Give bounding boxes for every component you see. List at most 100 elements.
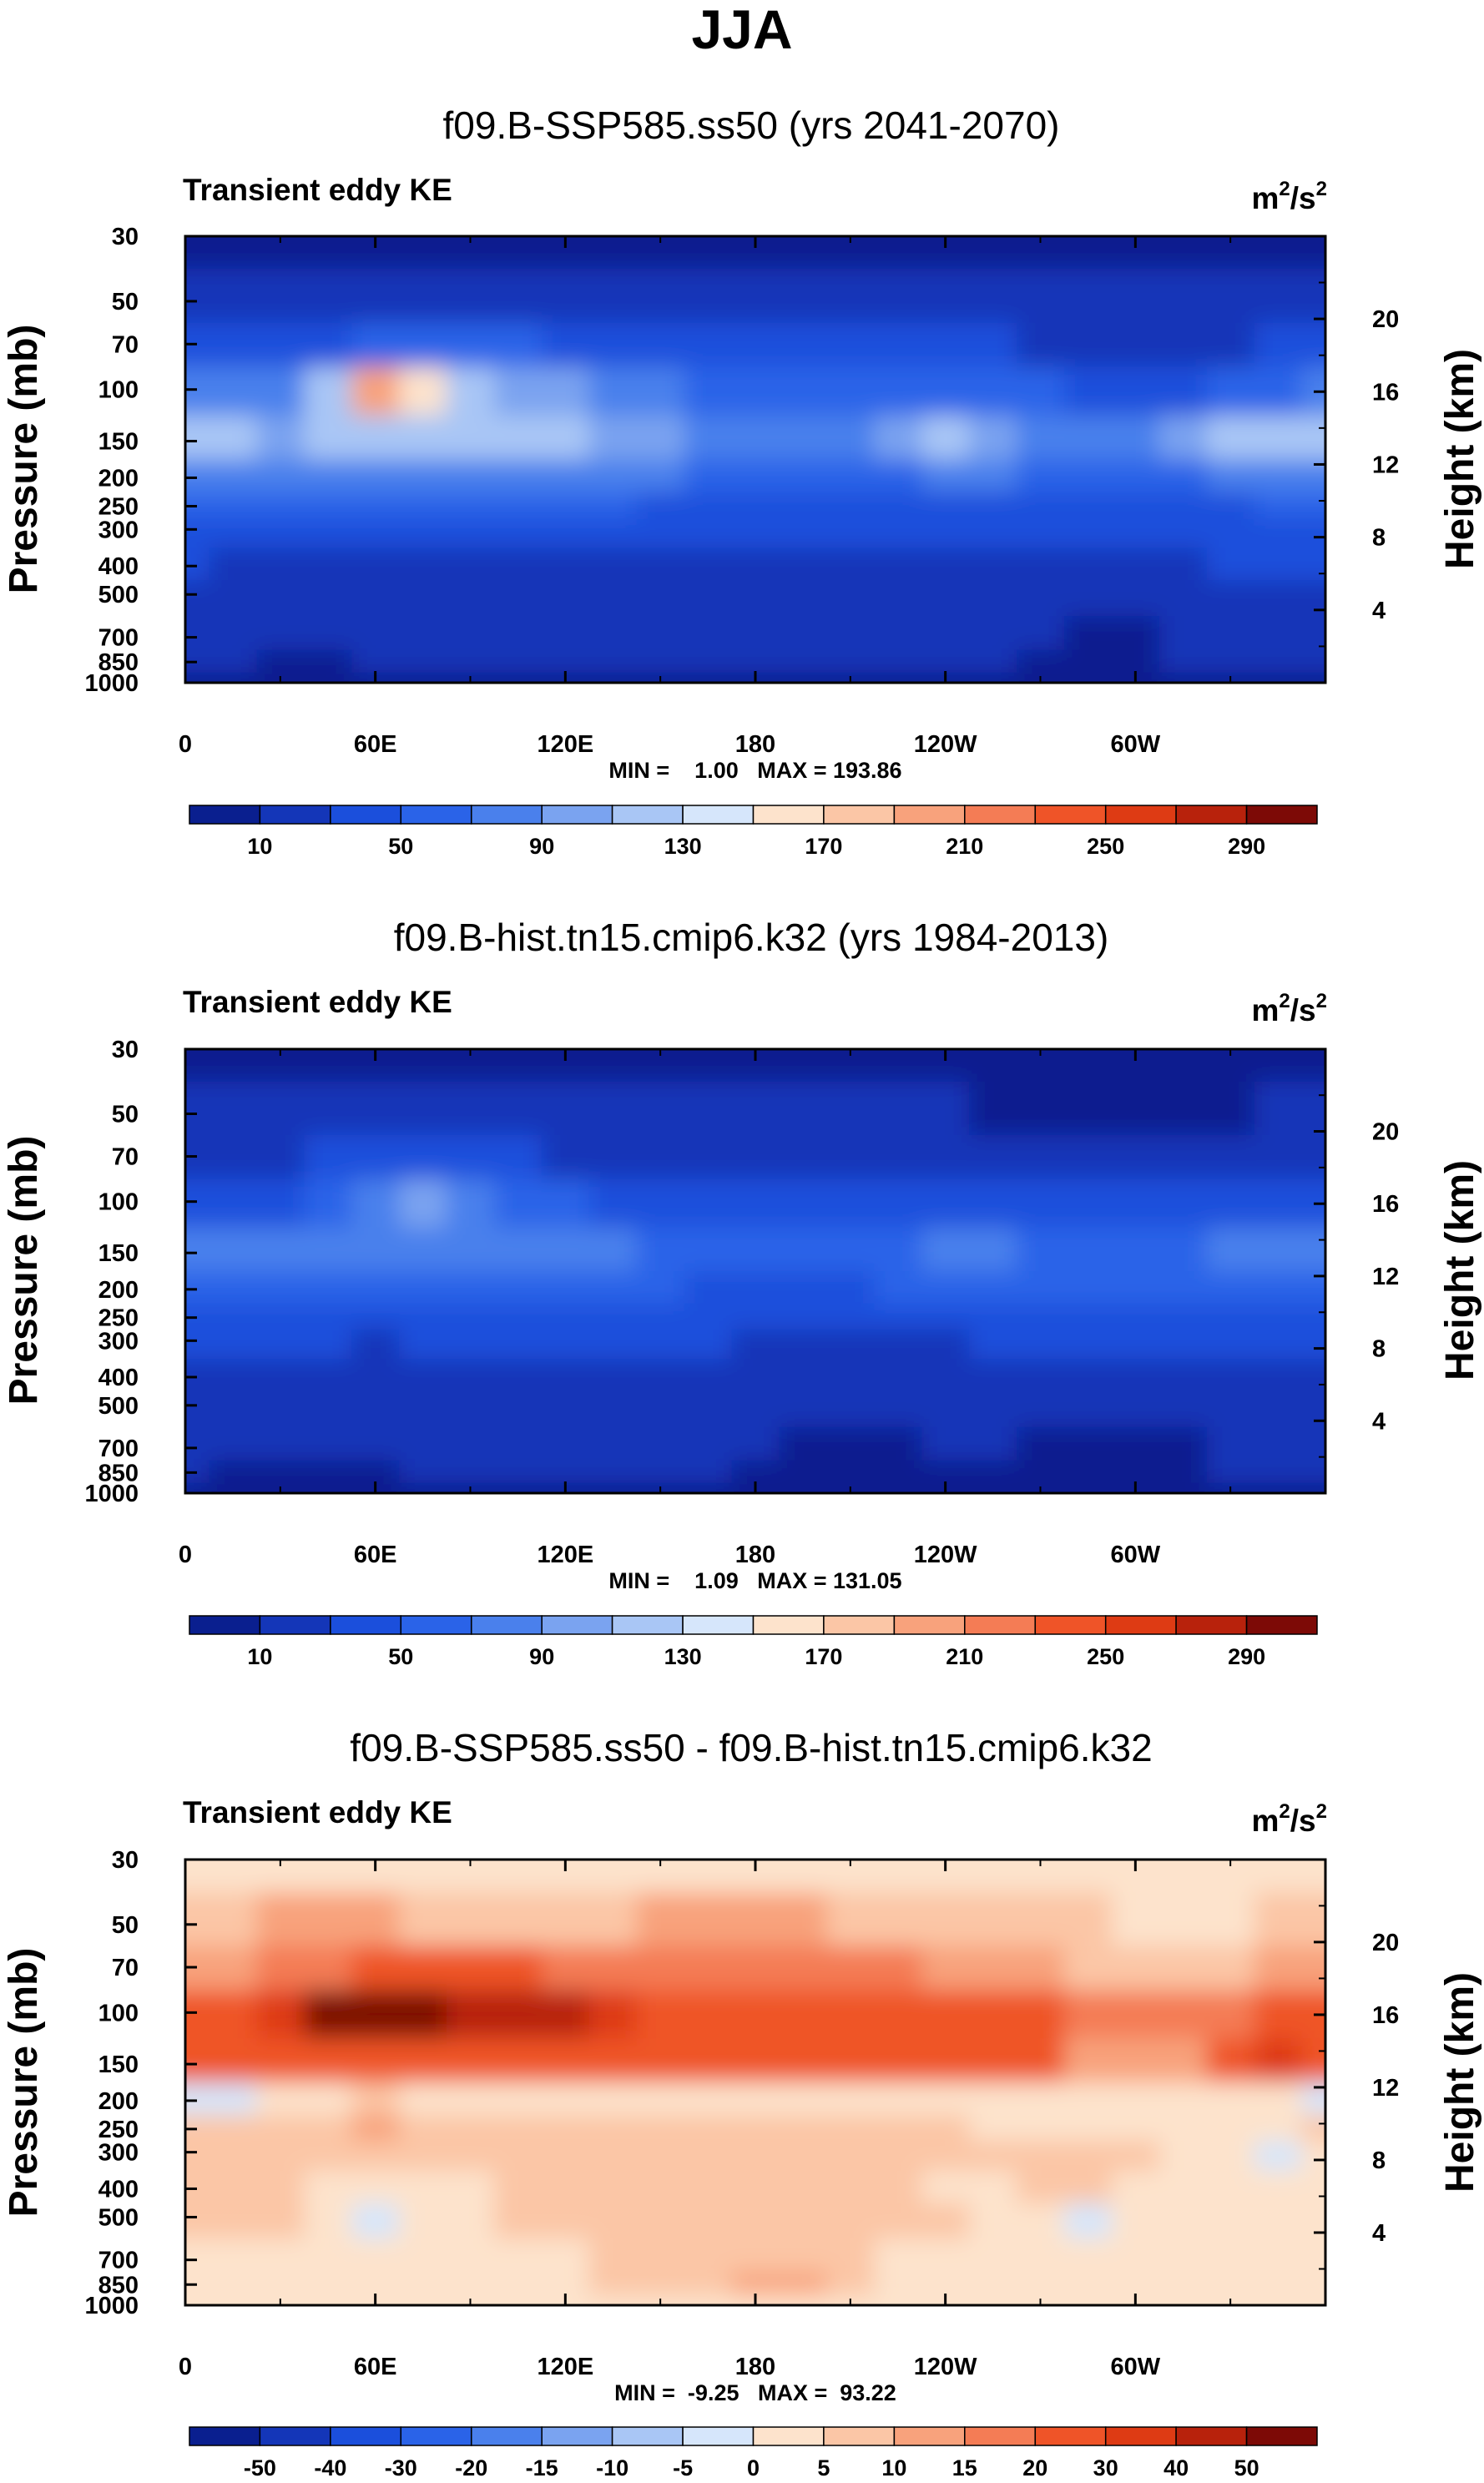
- colorbar-box: [330, 2426, 402, 2446]
- data-cell: [731, 615, 780, 650]
- colorbar-label: 130: [664, 1644, 702, 1669]
- y-tick-label: 50: [112, 289, 139, 315]
- data-cell: [1254, 2272, 1303, 2296]
- data-cell: [1254, 2082, 1303, 2116]
- colorbar-label: 250: [1087, 834, 1124, 859]
- data-cell: [447, 548, 495, 581]
- data-cell: [684, 1990, 733, 2039]
- panel-hist: f09.B-hist.tn15.cmip6.k32 (yrs 1984-2013…: [2, 916, 1482, 1669]
- data-cell: [447, 580, 495, 617]
- contour-field: [185, 1860, 1325, 2305]
- data-cell: [921, 2170, 970, 2204]
- data-cell: [541, 548, 590, 581]
- data-cell: [447, 459, 495, 493]
- data-cell: [1158, 1359, 1208, 1392]
- data-cell: [1254, 580, 1303, 617]
- data-cell: [304, 1049, 352, 1083]
- data-cell: [1111, 2082, 1160, 2116]
- data-cell: [1206, 2238, 1255, 2274]
- colorbar-label: -40: [314, 2455, 346, 2480]
- data-cell: [874, 2038, 922, 2083]
- data-cell: [185, 1891, 210, 1946]
- colorbar-box: [400, 805, 472, 825]
- colorbar-box: [1034, 1615, 1107, 1635]
- data-cell: [494, 2038, 543, 2083]
- data-cell: [921, 1891, 970, 1946]
- data-cell: [256, 459, 305, 493]
- data-cell: [588, 1359, 638, 1392]
- data-cell: [541, 459, 590, 493]
- data-cell: [1111, 2272, 1160, 2296]
- data-cell: [684, 2272, 733, 2296]
- data-cell: [209, 415, 257, 461]
- data-cell: [447, 1271, 495, 1305]
- data-cell: [541, 1460, 590, 1484]
- data-cell: [351, 2114, 400, 2142]
- data-cell: [1301, 2238, 1325, 2274]
- data-cell: [351, 548, 400, 581]
- colorbar-box: [541, 1615, 613, 1635]
- data-cell: [731, 2238, 780, 2274]
- data-cell: [494, 1946, 543, 1991]
- data-cell: [1111, 1359, 1160, 1392]
- colorbar-box: [893, 805, 966, 825]
- data-cell: [256, 1946, 305, 1991]
- data-cell: [921, 1946, 970, 1991]
- data-cell: [494, 1891, 543, 1946]
- data-cell: [636, 1891, 685, 1946]
- data-cell: [684, 1329, 733, 1360]
- data-cell: [1064, 1460, 1113, 1484]
- colorbar: 10 50 90 130 170 210 250 290: [189, 805, 1318, 859]
- colorbar-label: 170: [805, 1644, 842, 1669]
- data-cell: [209, 1860, 257, 1893]
- data-cell: [1206, 2140, 1255, 2172]
- data-cell: [1111, 2170, 1160, 2204]
- data-cell: [779, 1390, 827, 1427]
- data-cell: [826, 2114, 875, 2142]
- colorbar-box: [1175, 1615, 1248, 1635]
- data-cell: [1206, 580, 1255, 617]
- data-cell: [588, 672, 638, 683]
- data-cell: [256, 1891, 305, 1946]
- data-cell: [494, 649, 543, 674]
- data-cell: [494, 1460, 543, 1484]
- data-cell: [1064, 1426, 1113, 1461]
- min-max-label: MIN = -9.25 MAX = 93.22: [614, 2380, 896, 2405]
- y-tick-label: 850: [98, 2272, 139, 2299]
- colorbar: -50 -40 -30 -20 -15 -10 -5 0 5 10 15 20 30 40 50: [189, 2426, 1318, 2480]
- data-cell: [209, 1271, 257, 1305]
- data-cell: [399, 1049, 447, 1083]
- colorbar-box: [893, 1615, 966, 1635]
- data-cell: [399, 1460, 447, 1484]
- data-cell: [684, 1359, 733, 1392]
- data-cell: [185, 1990, 210, 2039]
- data-cell: [874, 2140, 922, 2172]
- data-cell: [969, 672, 1017, 683]
- colorbar-label: 10: [247, 1644, 272, 1669]
- colorbar-label: -15: [526, 2455, 558, 2480]
- colorbar-box: [752, 1615, 825, 1635]
- data-cell: [684, 2238, 733, 2274]
- x-tick-label: 120E: [537, 1542, 593, 1568]
- data-cell: [494, 2140, 543, 2172]
- data-cell: [969, 2140, 1017, 2172]
- data-cell: [185, 1178, 210, 1228]
- units-label: m2/s2: [1252, 178, 1327, 215]
- data-cell: [874, 1359, 922, 1392]
- data-cell: [351, 459, 400, 493]
- data-cell: [304, 269, 352, 324]
- data-cell: [779, 1303, 827, 1330]
- colorbar-box: [964, 2426, 1036, 2446]
- data-cell: [304, 2114, 352, 2142]
- data-cell: [351, 2203, 400, 2239]
- data-cell: [874, 1227, 922, 1272]
- data-cell: [447, 322, 495, 368]
- data-cell: [209, 2038, 257, 2083]
- data-cell: [541, 1390, 590, 1427]
- data-cell: [684, 2038, 733, 2083]
- data-cell: [874, 2114, 922, 2142]
- data-cell: [874, 366, 922, 416]
- data-cell: [731, 1135, 780, 1180]
- data-cell: [731, 548, 780, 581]
- data-cell: [874, 1460, 922, 1484]
